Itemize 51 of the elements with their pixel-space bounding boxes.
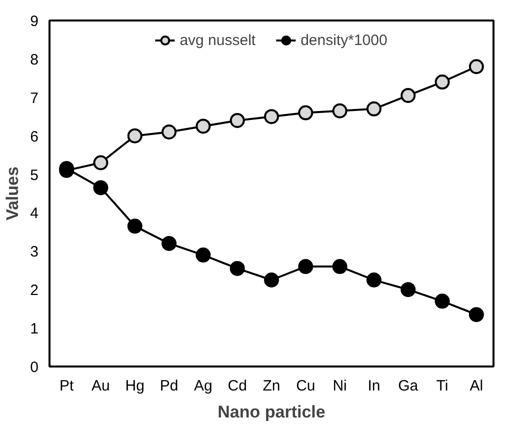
y-tick-label: 8 <box>30 51 38 68</box>
point <box>400 282 416 298</box>
x-tick-label: Ni <box>332 378 347 394</box>
y-tick-label: 2 <box>30 282 38 300</box>
y-tick-label: 7 <box>30 90 38 107</box>
point <box>93 180 108 196</box>
legend-label: avg nusselt <box>180 32 256 48</box>
point <box>93 155 108 170</box>
x-tick-label: Cu <box>296 378 316 394</box>
point <box>366 101 382 116</box>
x-tick-label: Au <box>92 378 110 394</box>
point <box>196 248 211 262</box>
x-tick-label: Pd <box>160 378 178 394</box>
point <box>127 218 142 234</box>
y-tick-label: 3 <box>30 244 38 261</box>
y-tick-label: 5 <box>30 166 38 184</box>
point <box>468 59 484 74</box>
point <box>162 236 177 251</box>
x-tick-label: Ti <box>436 378 448 394</box>
point <box>468 307 484 322</box>
y-tick-label: 0 <box>30 359 38 376</box>
point <box>434 294 450 309</box>
y-axis-title: Values <box>3 166 22 220</box>
point <box>162 124 177 140</box>
point <box>127 128 142 144</box>
point <box>264 109 279 124</box>
y-tick-label: 6 <box>30 128 38 146</box>
x-tick-label: Hg <box>125 378 144 394</box>
point <box>298 105 314 120</box>
x-tick-label: Cd <box>228 378 247 394</box>
x-axis-title: Nano particle <box>218 402 326 422</box>
y-tick-label: 9 <box>30 13 38 30</box>
point <box>196 118 211 134</box>
x-tick-label: Ga <box>398 378 419 394</box>
point <box>332 259 348 274</box>
point <box>230 112 245 128</box>
x-tick-label: Pt <box>59 378 74 394</box>
y-tick-label: 1 <box>30 320 38 338</box>
point <box>264 272 279 288</box>
point <box>434 74 450 90</box>
point <box>366 272 382 288</box>
x-tick-label: In <box>368 378 380 394</box>
x-tick-label: Zn <box>262 378 280 394</box>
legend-label: density*1000 <box>300 32 388 48</box>
point <box>298 259 314 274</box>
point <box>332 103 348 118</box>
point <box>400 88 416 103</box>
x-tick-label: Ag <box>194 378 212 394</box>
point <box>230 260 245 276</box>
y-tick-label: 4 <box>30 205 38 222</box>
x-tick-label: Al <box>470 378 484 394</box>
